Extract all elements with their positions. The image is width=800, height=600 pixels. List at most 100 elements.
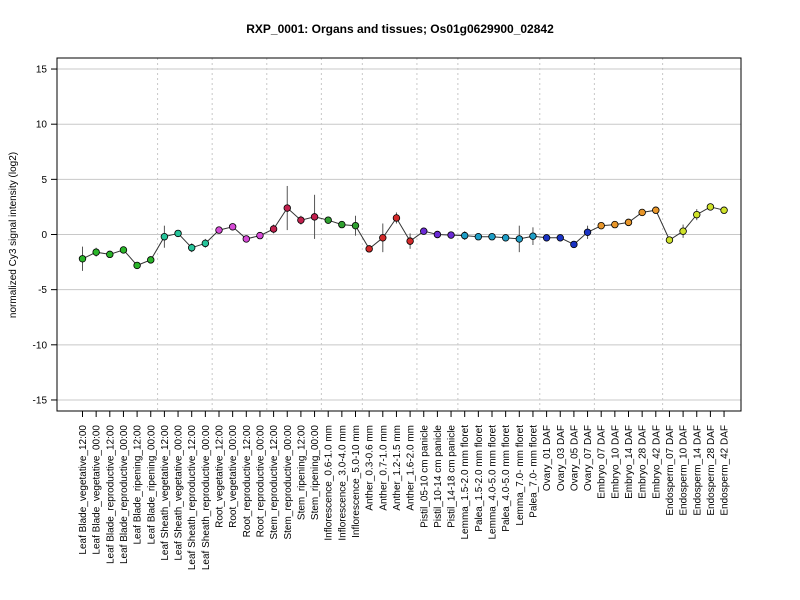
y-tick-label: 0 — [41, 230, 47, 241]
x-tick-label: Leaf Blade_reproductive_00:00 — [119, 425, 130, 564]
y-tick-label: -15 — [33, 395, 48, 406]
y-tick-label: 10 — [36, 120, 48, 131]
x-tick-label: Pistil_05-10 cm panicle — [419, 425, 430, 528]
x-tick-label: Stem_ripening_00:00 — [310, 425, 321, 521]
y-tick-label: -5 — [38, 285, 47, 296]
data-point — [242, 235, 250, 243]
x-tick-label: Leaf Sheath_vegetative_12:00 — [160, 425, 171, 561]
data-point — [556, 234, 564, 242]
data-point — [652, 206, 660, 214]
x-tick-label: Ovary_01 DAF — [542, 425, 553, 491]
x-tick-label: Ovary_07 DAF — [583, 425, 594, 491]
data-point — [638, 208, 646, 217]
data-point — [706, 203, 715, 211]
data-point — [297, 216, 305, 224]
data-point — [474, 233, 483, 241]
data-point — [147, 256, 155, 264]
data-point — [583, 228, 592, 236]
data-point — [351, 221, 360, 230]
data-point — [488, 233, 496, 241]
x-tick-label: Stem_ripening_12:00 — [296, 425, 307, 521]
data-point — [215, 226, 223, 234]
x-tick-label: Embryo_42 DAF — [651, 425, 662, 499]
plot-area: -15 -10 -5 0 5 10 15 Leaf Blade_vegetative_12:0… — [33, 57, 742, 571]
data-point — [201, 239, 210, 248]
x-tick-label: Anther_0.7-1.0 mm — [378, 425, 389, 511]
x-tick-label: Inflorescence_5.0-10 mm — [351, 425, 362, 538]
x-tick-label: Root_reproductive_12:00 — [242, 425, 253, 538]
x-tick-label: Embryo_10 DAF — [610, 425, 621, 499]
y-axis-label: normalized Cy3 signal intensity (log2) — [8, 152, 19, 318]
data-point — [420, 227, 428, 235]
data-point — [611, 220, 619, 229]
x-tick-label: Pistil_14-18 cm panicle — [447, 425, 458, 528]
x-tick-label: Palea_7.0- mm floret — [528, 425, 539, 518]
data-point — [597, 221, 605, 230]
data-point — [310, 213, 319, 221]
data-point — [392, 214, 401, 222]
data-point — [679, 227, 687, 235]
x-tick-label: Lemma_1.5-2.0 mm floret — [460, 425, 471, 540]
data-point — [269, 225, 278, 233]
data-point — [406, 237, 414, 245]
x-tick-label: Palea_4.0-5.0 mm floret — [501, 425, 512, 532]
data-point — [570, 240, 578, 249]
data-point — [693, 210, 701, 219]
data-point — [283, 204, 291, 212]
x-tick-label: Stem_reproductive_00:00 — [283, 425, 294, 540]
data-point — [256, 231, 264, 240]
data-point — [542, 234, 551, 242]
x-tick-label: Leaf Blade_ripening_12:00 — [133, 425, 144, 545]
y-tick-label: 15 — [36, 65, 48, 76]
data-point — [228, 223, 237, 231]
x-tick-label: Embryo_07 DAF — [597, 425, 608, 499]
x-tick-label: Anther_0.3-0.6 mm — [365, 425, 376, 511]
x-tick-label: Lemma_4.0-5.0 mm floret — [488, 425, 499, 540]
x-tick-label: Inflorescence_0.6-1.0 mm — [324, 425, 335, 541]
x-tick-label: Anther_1.2-1.5 mm — [392, 425, 403, 511]
data-point — [92, 248, 100, 256]
data-point — [515, 235, 523, 243]
x-tick-label: Leaf Blade_reproductive_12:00 — [105, 425, 116, 564]
data-point — [365, 245, 373, 253]
data-point — [119, 246, 128, 254]
x-tick-label: Ovary_03 DAF — [556, 425, 567, 491]
x-tick-label: Palea_1.5-2.0 mm floret — [474, 425, 485, 532]
y-tick-label: 5 — [41, 175, 47, 186]
x-tick-label: Endosperm_14 DAF — [692, 425, 703, 516]
y-tick-label: -10 — [33, 340, 48, 351]
x-tick-label: Leaf Blade_vegetative_00:00 — [92, 425, 103, 555]
data-point — [338, 220, 346, 229]
chart-title: RXP_0001: Organs and tissues; Os01g06299… — [246, 22, 554, 36]
x-tick-label: Endosperm_28 DAF — [706, 425, 717, 516]
data-point — [324, 216, 332, 224]
data-point — [665, 236, 674, 244]
x-tick-label: Endosperm_42 DAF — [720, 425, 731, 516]
x-tick-label: Leaf Sheath_reproductive_00:00 — [201, 425, 212, 571]
data-point — [720, 206, 728, 214]
data-point — [160, 233, 169, 241]
data-point — [501, 234, 510, 242]
data-point — [78, 255, 87, 263]
x-tick-label: Leaf Sheath_vegetative_00:00 — [174, 425, 185, 561]
data-point — [433, 230, 442, 239]
x-tick-label: Anther_1.6-2.0 mm — [406, 425, 417, 511]
data-point — [133, 261, 141, 270]
x-tick-label: Leaf Blade_vegetative_12:00 — [78, 425, 89, 555]
data-point — [447, 231, 455, 239]
x-tick-label: Leaf Sheath_reproductive_12:00 — [187, 425, 198, 571]
data-point — [106, 250, 114, 259]
x-tick-label: Embryo_28 DAF — [638, 425, 649, 499]
data-point — [174, 229, 182, 238]
x-tick-label: Ovary_05 DAF — [569, 425, 580, 491]
x-tick-label: Root_reproductive_00:00 — [255, 425, 266, 538]
x-tick-label: Leaf Blade_ripening_00:00 — [146, 425, 157, 545]
x-tick-label: Endosperm_10 DAF — [679, 425, 690, 516]
data-point — [461, 231, 469, 240]
x-tick-label: Endosperm_07 DAF — [665, 425, 676, 516]
data-point — [529, 232, 537, 240]
x-tick-label: Inflorescence_3.0-4.0 mm — [337, 425, 348, 541]
x-tick-label: Embryo_14 DAF — [624, 425, 635, 499]
data-point — [379, 234, 387, 242]
